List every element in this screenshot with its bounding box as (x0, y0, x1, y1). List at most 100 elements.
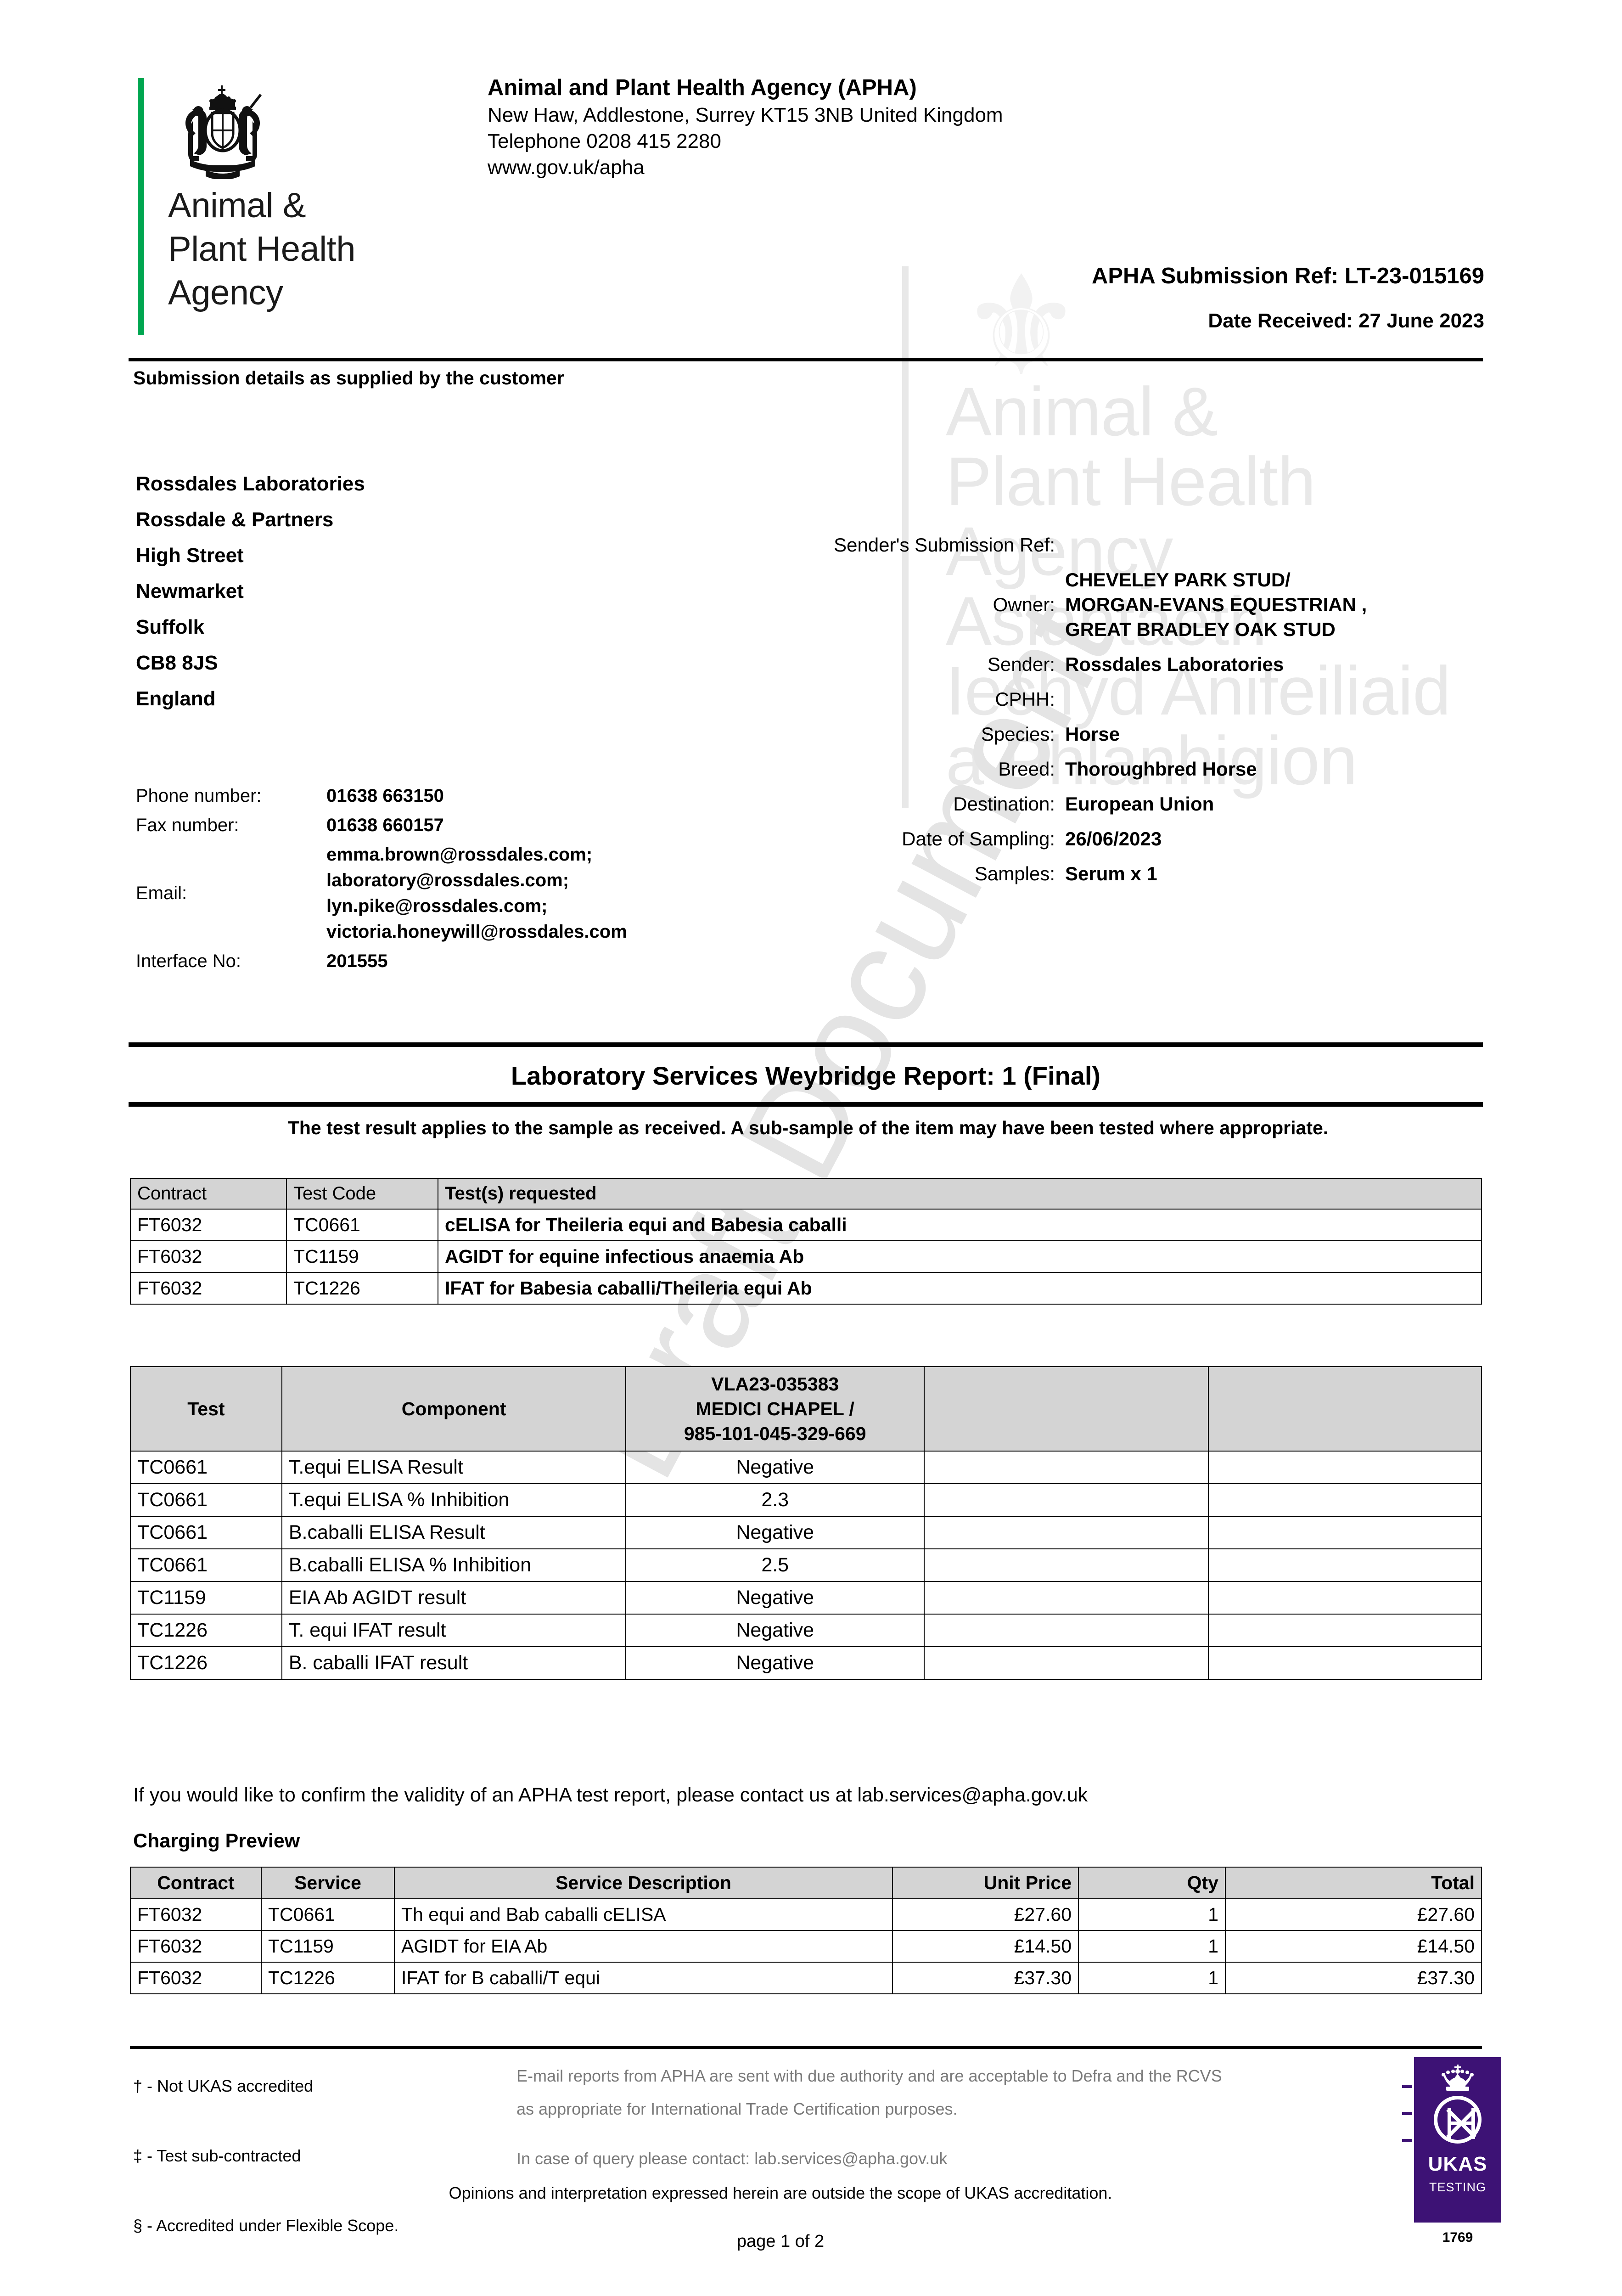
detail-row-species: Species: Horse (780, 722, 1529, 757)
submission-details-caption: Submission details as supplied by the cu… (133, 367, 564, 388)
charging-preview-heading: Charging Preview (133, 1830, 300, 1852)
charging-row-cell: TC0661 (261, 1898, 395, 1931)
results-row: TC0661 B.caballi ELISA % Inhibition 2.5 (130, 1548, 1482, 1582)
submission-details-block: Sender's Submission Ref: Owner: CHEVELEY… (780, 533, 1529, 896)
ukas-crown-icon (1414, 2065, 1501, 2095)
footer-email-para: E-mail reports from APHA are sent with d… (516, 2066, 1222, 2118)
ukas-tick-marks (1402, 2085, 1412, 2166)
tests-requested-row-cell: FT6032 (130, 1209, 287, 1241)
cphh-value (1065, 687, 1529, 722)
phone-value: 01638 663150 (326, 786, 444, 806)
footer-query-para: In case of query please contact: lab.ser… (516, 2149, 948, 2168)
agency-address: New Haw, Addlestone, Surrey KT15 3NB Uni… (488, 104, 1003, 126)
results-row-cell: TC0661 (130, 1483, 282, 1517)
results-row-cell: B. caballi IFAT result (281, 1646, 627, 1680)
tests-requested-row-cell: TC1159 (286, 1240, 438, 1273)
results-row-cell (1208, 1451, 1482, 1484)
owner-label: Owner: (993, 594, 1055, 615)
results-row-cell: B.caballi ELISA Result (281, 1516, 627, 1549)
breed-value: Thoroughbred Horse (1065, 758, 1257, 780)
results-row: TC0661 T.equi ELISA % Inhibition 2.3 (130, 1483, 1482, 1517)
results-row-cell (1208, 1548, 1482, 1582)
results-row-cell (1208, 1581, 1482, 1615)
results-row-cell: TC0661 (130, 1451, 282, 1484)
results-row-cell (923, 1646, 1209, 1680)
tests-requested-header-cell-0: Contract (130, 1178, 287, 1210)
results-row-cell: Negative (625, 1646, 925, 1680)
detail-row-cphh: CPHH: (780, 687, 1529, 722)
sender-value: Rossdales Laboratories (1065, 653, 1284, 675)
customer-contact-block: Phone number: 01638 663150 Fax number: 0… (136, 783, 802, 978)
senders-ref-value (1065, 533, 1529, 568)
contact-row-interface: Interface No: 201555 (136, 948, 627, 978)
results-row-cell (1208, 1646, 1482, 1680)
charging-row-cell: AGIDT for EIA Ab (394, 1930, 893, 1963)
charging-header-cell-2: Service Description (394, 1867, 893, 1899)
header-divider (129, 358, 1483, 361)
charging-row-cell: FT6032 (130, 1898, 262, 1931)
results-row-cell: TC1226 (130, 1614, 282, 1647)
report-rule-top (129, 1042, 1483, 1047)
charging-header-cell-0: Contract (130, 1867, 262, 1899)
results-row-cell (923, 1483, 1209, 1517)
charging-row-cell: £27.60 (892, 1898, 1079, 1931)
results-row-cell: Negative (625, 1451, 925, 1484)
results-row-cell (923, 1516, 1209, 1549)
destination-label: Destination: (953, 793, 1055, 815)
results-row-cell: TC1159 (130, 1581, 282, 1615)
charging-header-cell-3: Unit Price (892, 1867, 1079, 1899)
results-header-cell-3 (923, 1366, 1209, 1452)
results-header-row: Test Component VLA23-035383 MEDICI CHAPEL /… (130, 1366, 1482, 1452)
charging-row: FT6032 TC1159 AGIDT for EIA Ab £14.50 1 £14.5… (130, 1930, 1482, 1963)
logo-wordmark: Animal & Plant Health Agency (168, 186, 356, 312)
results-row-cell (923, 1548, 1209, 1582)
email-value: emma.brown@rossdales.com; laboratory@ros… (326, 844, 627, 942)
results-table: Test Component VLA23-035383 MEDICI CHAPEL /… (130, 1366, 1482, 1680)
results-row: TC0661 T.equi ELISA Result Negative (130, 1451, 1482, 1484)
charging-row-cell: £27.60 (1225, 1898, 1482, 1931)
ukas-subtitle: TESTING (1429, 2180, 1486, 2194)
results-row: TC0661 B.caballi ELISA Result Negative (130, 1516, 1482, 1549)
detail-row-sampling: Date of Sampling: 26/06/2023 (780, 827, 1529, 861)
tests-requested-row: FT6032 TC1159 AGIDT for equine infectious … (130, 1240, 1482, 1273)
cphh-label: CPHH: (995, 688, 1055, 710)
charging-row: FT6032 TC1226 IFAT for B caballi/T equi £37… (130, 1962, 1482, 1994)
charging-row-cell: TC1159 (261, 1930, 395, 1963)
results-sample-microchip: 985-101-045-329-669 (684, 1423, 866, 1444)
charging-header-cell-4: Qty (1078, 1867, 1226, 1899)
ukas-accreditation-number: 1769 (1442, 2230, 1473, 2245)
results-body: TC0661 T.equi ELISA Result Negative TC0661 T… (130, 1451, 1482, 1680)
contact-row-fax: Fax number: 01638 660157 (136, 812, 627, 842)
charging-header-cell-1: Service (261, 1867, 395, 1899)
tests-requested-header-row: Contract Test Code Test(s) requested (130, 1178, 1482, 1210)
accreditation-notes: † - Not UKAS accredited ‡ - Test sub-con… (133, 2077, 399, 2235)
results-row-cell (923, 1581, 1209, 1615)
results-row-cell: EIA Ab AGIDT result (281, 1581, 627, 1615)
charging-row-cell: £14.50 (1225, 1930, 1482, 1963)
results-row-cell: Negative (625, 1614, 925, 1647)
agency-telephone: Telephone 0208 415 2280 (488, 130, 721, 152)
footer-divider (130, 2046, 1482, 2049)
tests-requested-row: FT6032 TC0661 cELISA for Theileria equi an… (130, 1209, 1482, 1241)
tests-requested-row: FT6032 TC1226 IFAT for Babesia caballi/The… (130, 1272, 1482, 1305)
date-received: Date Received: 27 June 2023 (1208, 310, 1484, 332)
agency-title: Animal and Plant Health Agency (APHA) (488, 75, 917, 100)
detail-row-destination: Destination: European Union (780, 792, 1529, 827)
agency-header-text: Animal and Plant Health Agency (APHA) Ne… (488, 73, 1003, 180)
tests-requested-row-cell: TC1226 (286, 1272, 438, 1305)
species-value: Horse (1065, 723, 1120, 745)
charging-row-cell: 1 (1078, 1898, 1226, 1931)
fax-value: 01638 660157 (326, 815, 444, 835)
species-label: Species: (981, 723, 1055, 745)
tests-requested-row-cell: TC0661 (286, 1209, 438, 1241)
tests-requested-row-cell: cELISA for Theileria equi and Babesia ca… (438, 1209, 1482, 1241)
sampling-label: Date of Sampling: (902, 828, 1055, 850)
charging-row-cell: IFAT for B caballi/T equi (394, 1962, 893, 1994)
owner-value: CHEVELEY PARK STUD/ MORGAN-EVANS EQUESTR… (1065, 569, 1367, 640)
email-label: Email: (136, 883, 187, 903)
results-header-cell-1: Component (281, 1366, 627, 1452)
results-row: TC1226 T. equi IFAT result Negative (130, 1614, 1482, 1647)
charging-row-cell: £37.30 (1225, 1962, 1482, 1994)
charging-row-cell: TC1226 (261, 1962, 395, 1994)
